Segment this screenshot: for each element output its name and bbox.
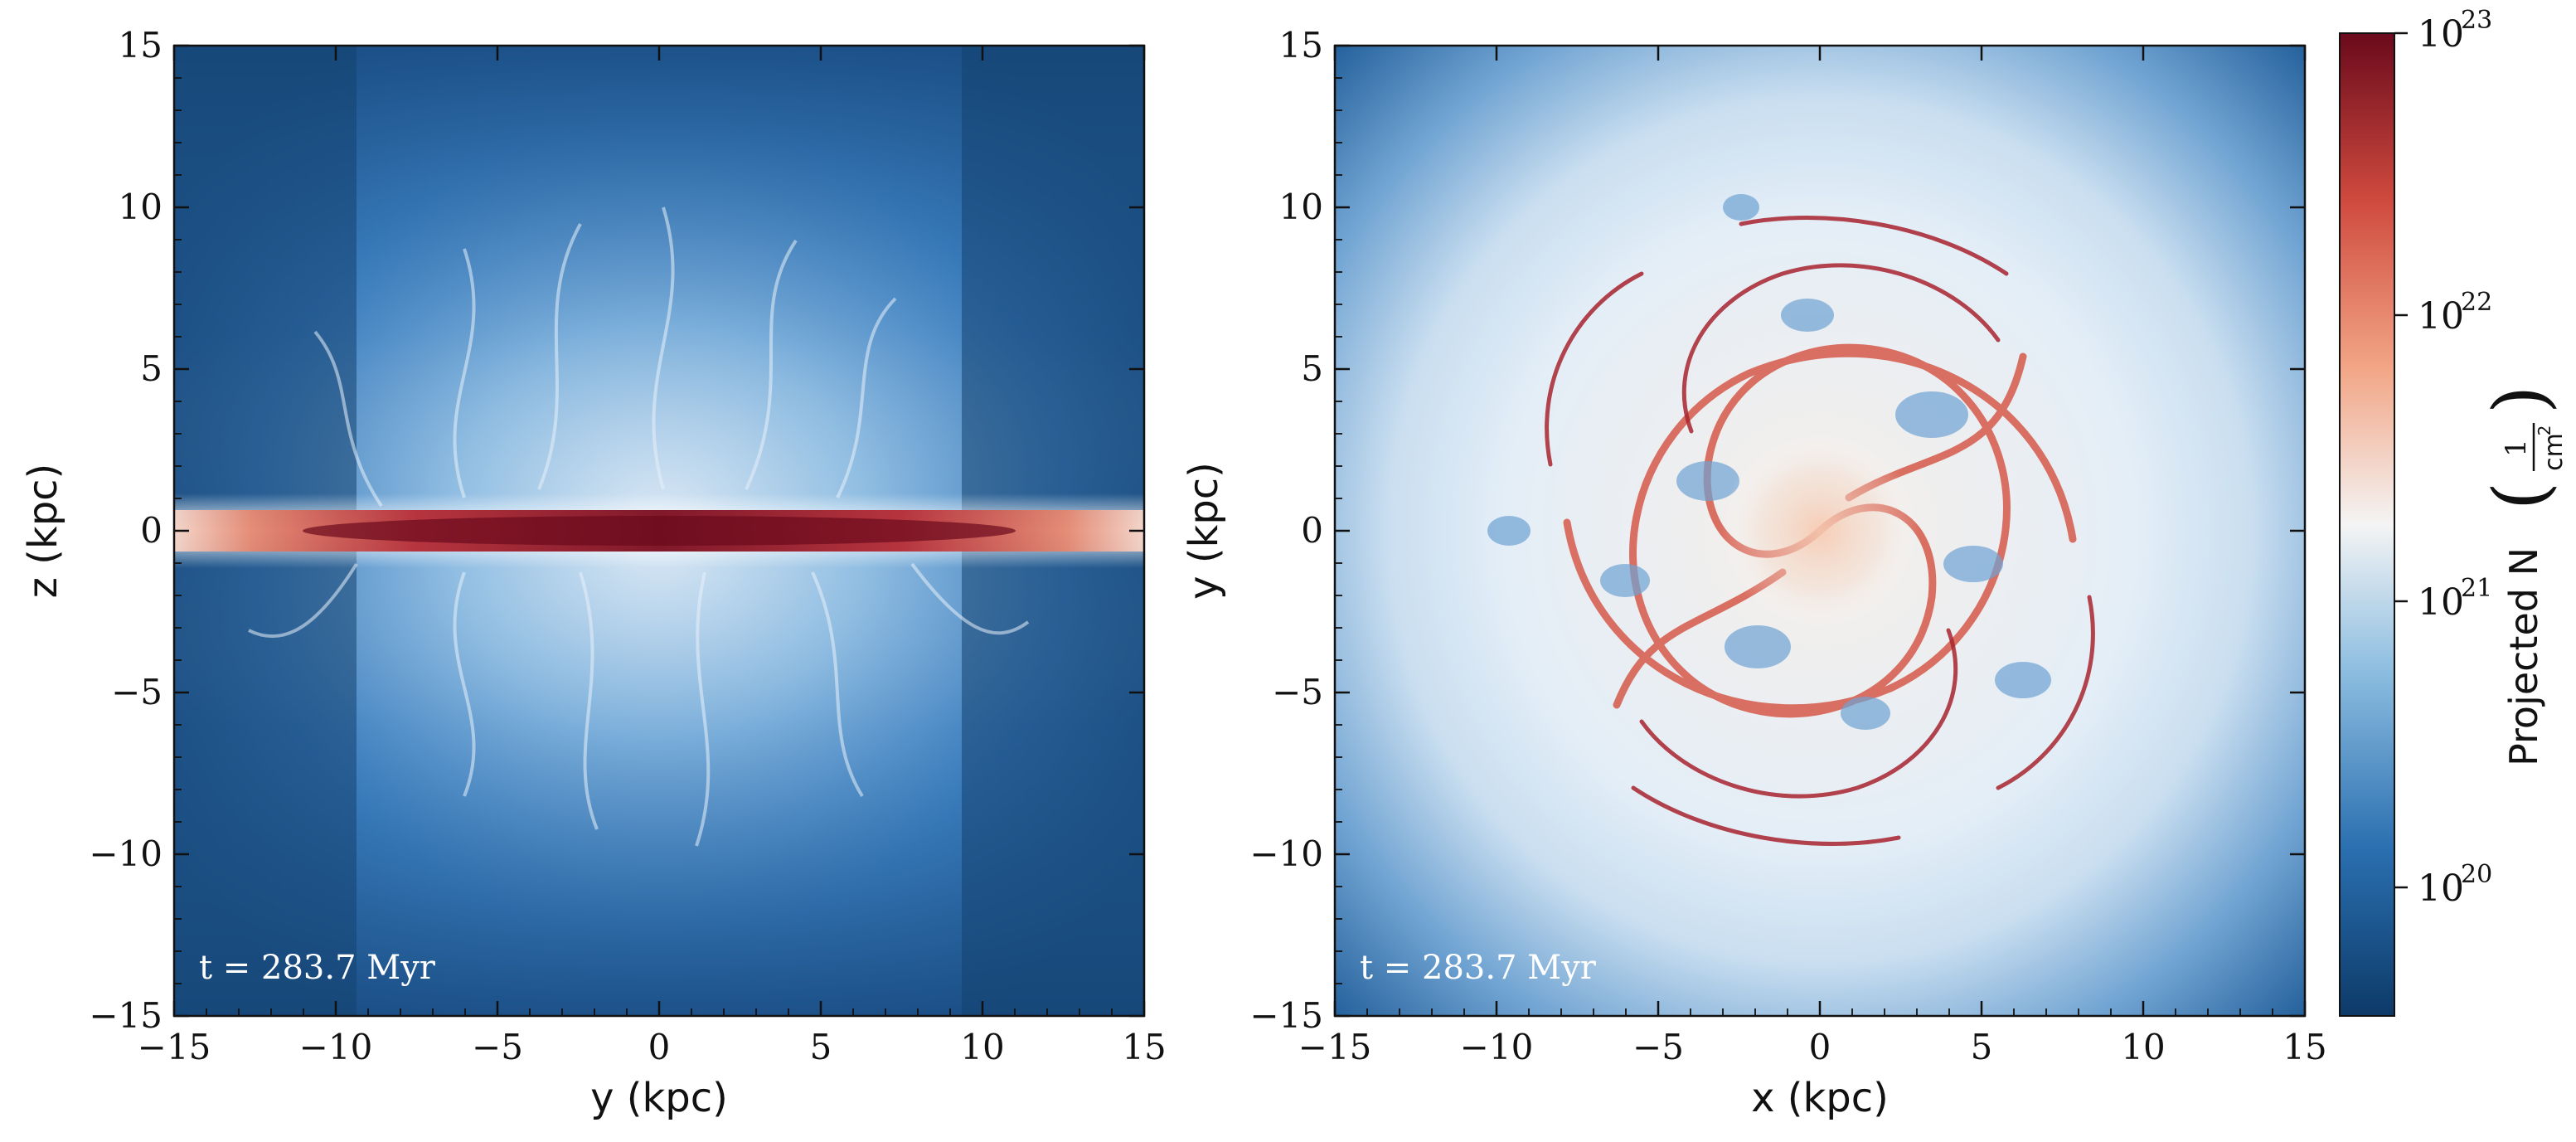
y-tick-label: 5 xyxy=(140,348,163,389)
x-tick-label: 5 xyxy=(810,1027,832,1067)
y-tick-label: 0 xyxy=(140,510,163,551)
y-tick-label: −10 xyxy=(1249,833,1323,874)
x-tick-label: 10 xyxy=(2121,1027,2165,1067)
colorbar-tick-exponent: 23 xyxy=(2461,6,2492,35)
x-tick-label: 5 xyxy=(1971,1027,1993,1067)
x-tick-label: −5 xyxy=(472,1027,523,1067)
colorbar-unit-exponent: 2 xyxy=(2535,425,2554,436)
colorbar-tick-base: 10 xyxy=(2418,581,2464,624)
y-tick-label: 5 xyxy=(1301,348,1323,389)
x-tick-label: −10 xyxy=(299,1027,373,1067)
x-tick-label: −10 xyxy=(1460,1027,1534,1067)
colorbar-tick-base: 10 xyxy=(2418,867,2464,910)
edge-on-panel: t = 283.7 Myr −15 −10 −5 0 5 10 15151050−5−10−… xyxy=(20,25,1167,1121)
y-tick-label: −5 xyxy=(111,672,163,712)
x-tick-label: 10 xyxy=(960,1027,1004,1067)
colorbar-unit-numerator: 1 xyxy=(2500,439,2533,457)
y-tick-label: −10 xyxy=(89,833,163,874)
y-tick-label: 15 xyxy=(1279,25,1323,66)
x-tick-label: −15 xyxy=(138,1027,211,1067)
face-on-ticks: −15 −10 −5 0 5 10 15 15 10 5 0 −5 −10 −15 xyxy=(1249,25,2326,1067)
y-tick-label: 10 xyxy=(119,187,163,227)
x-tick-label: 0 xyxy=(1809,1027,1831,1067)
y-tick-label: 15 xyxy=(119,25,163,66)
edge-on-y-axis-label: z (kpc) xyxy=(20,464,66,599)
face-on-y-axis-label: y (kpc) xyxy=(1181,462,1227,600)
colorbar-tick-exponent: 22 xyxy=(2461,288,2492,317)
y-tick-label: −15 xyxy=(1249,995,1323,1036)
colorbar-frame xyxy=(2339,32,2395,1017)
y-tick-label: 0 xyxy=(1301,510,1323,551)
edge-on-time-label: t = 283.7 Myr xyxy=(199,949,436,987)
colorbar-label: Projected N ( 1 cm 2 ) xyxy=(2477,386,2569,766)
colorbar-tick-base: 10 xyxy=(2418,295,2464,338)
x-tick-label: 15 xyxy=(2283,1027,2326,1067)
face-on-time-label: t = 283.7 Myr xyxy=(1360,949,1597,987)
face-on-panel: t = 283.7 Myr −15 −10 −5 0 5 10 15151050−5−10−… xyxy=(1181,25,2327,1121)
face-on-x-axis-label: x (kpc) xyxy=(1751,1075,1889,1121)
x-tick-label: −15 xyxy=(1298,1027,1372,1067)
y-tick-label: −15 xyxy=(89,995,163,1036)
x-tick-label: −5 xyxy=(1632,1027,1684,1067)
edge-on-ticks: −15 −10 −5 0 5 10 15 15 10 5 0 −5 −10 −15 xyxy=(89,25,1166,1067)
colorbar-unit-denominator: cm xyxy=(2540,433,2569,471)
colorbar-unit-open-paren: ( xyxy=(2477,482,2563,510)
x-tick-label: 0 xyxy=(648,1027,671,1067)
colorbar-tick-exponent: 21 xyxy=(2461,574,2492,603)
y-tick-label: −5 xyxy=(1272,672,1323,712)
colorbar-gradient xyxy=(2340,33,2394,1016)
colorbar-unit-close-paren: ) xyxy=(2477,386,2563,414)
x-tick-label: 15 xyxy=(1122,1027,1166,1067)
colorbar-label-text: Projected N xyxy=(2501,547,2546,766)
edge-on-x-axis-label: y (kpc) xyxy=(590,1075,728,1121)
face-on-image: t = 283.7 Myr xyxy=(1335,46,2305,1016)
colorbar-tick-exponent: 20 xyxy=(2461,860,2492,889)
edge-on-image: t = 283.7 Myr xyxy=(174,46,1144,1016)
colorbar-tick-base: 10 xyxy=(2418,13,2464,56)
y-tick-label: 10 xyxy=(1279,187,1323,227)
